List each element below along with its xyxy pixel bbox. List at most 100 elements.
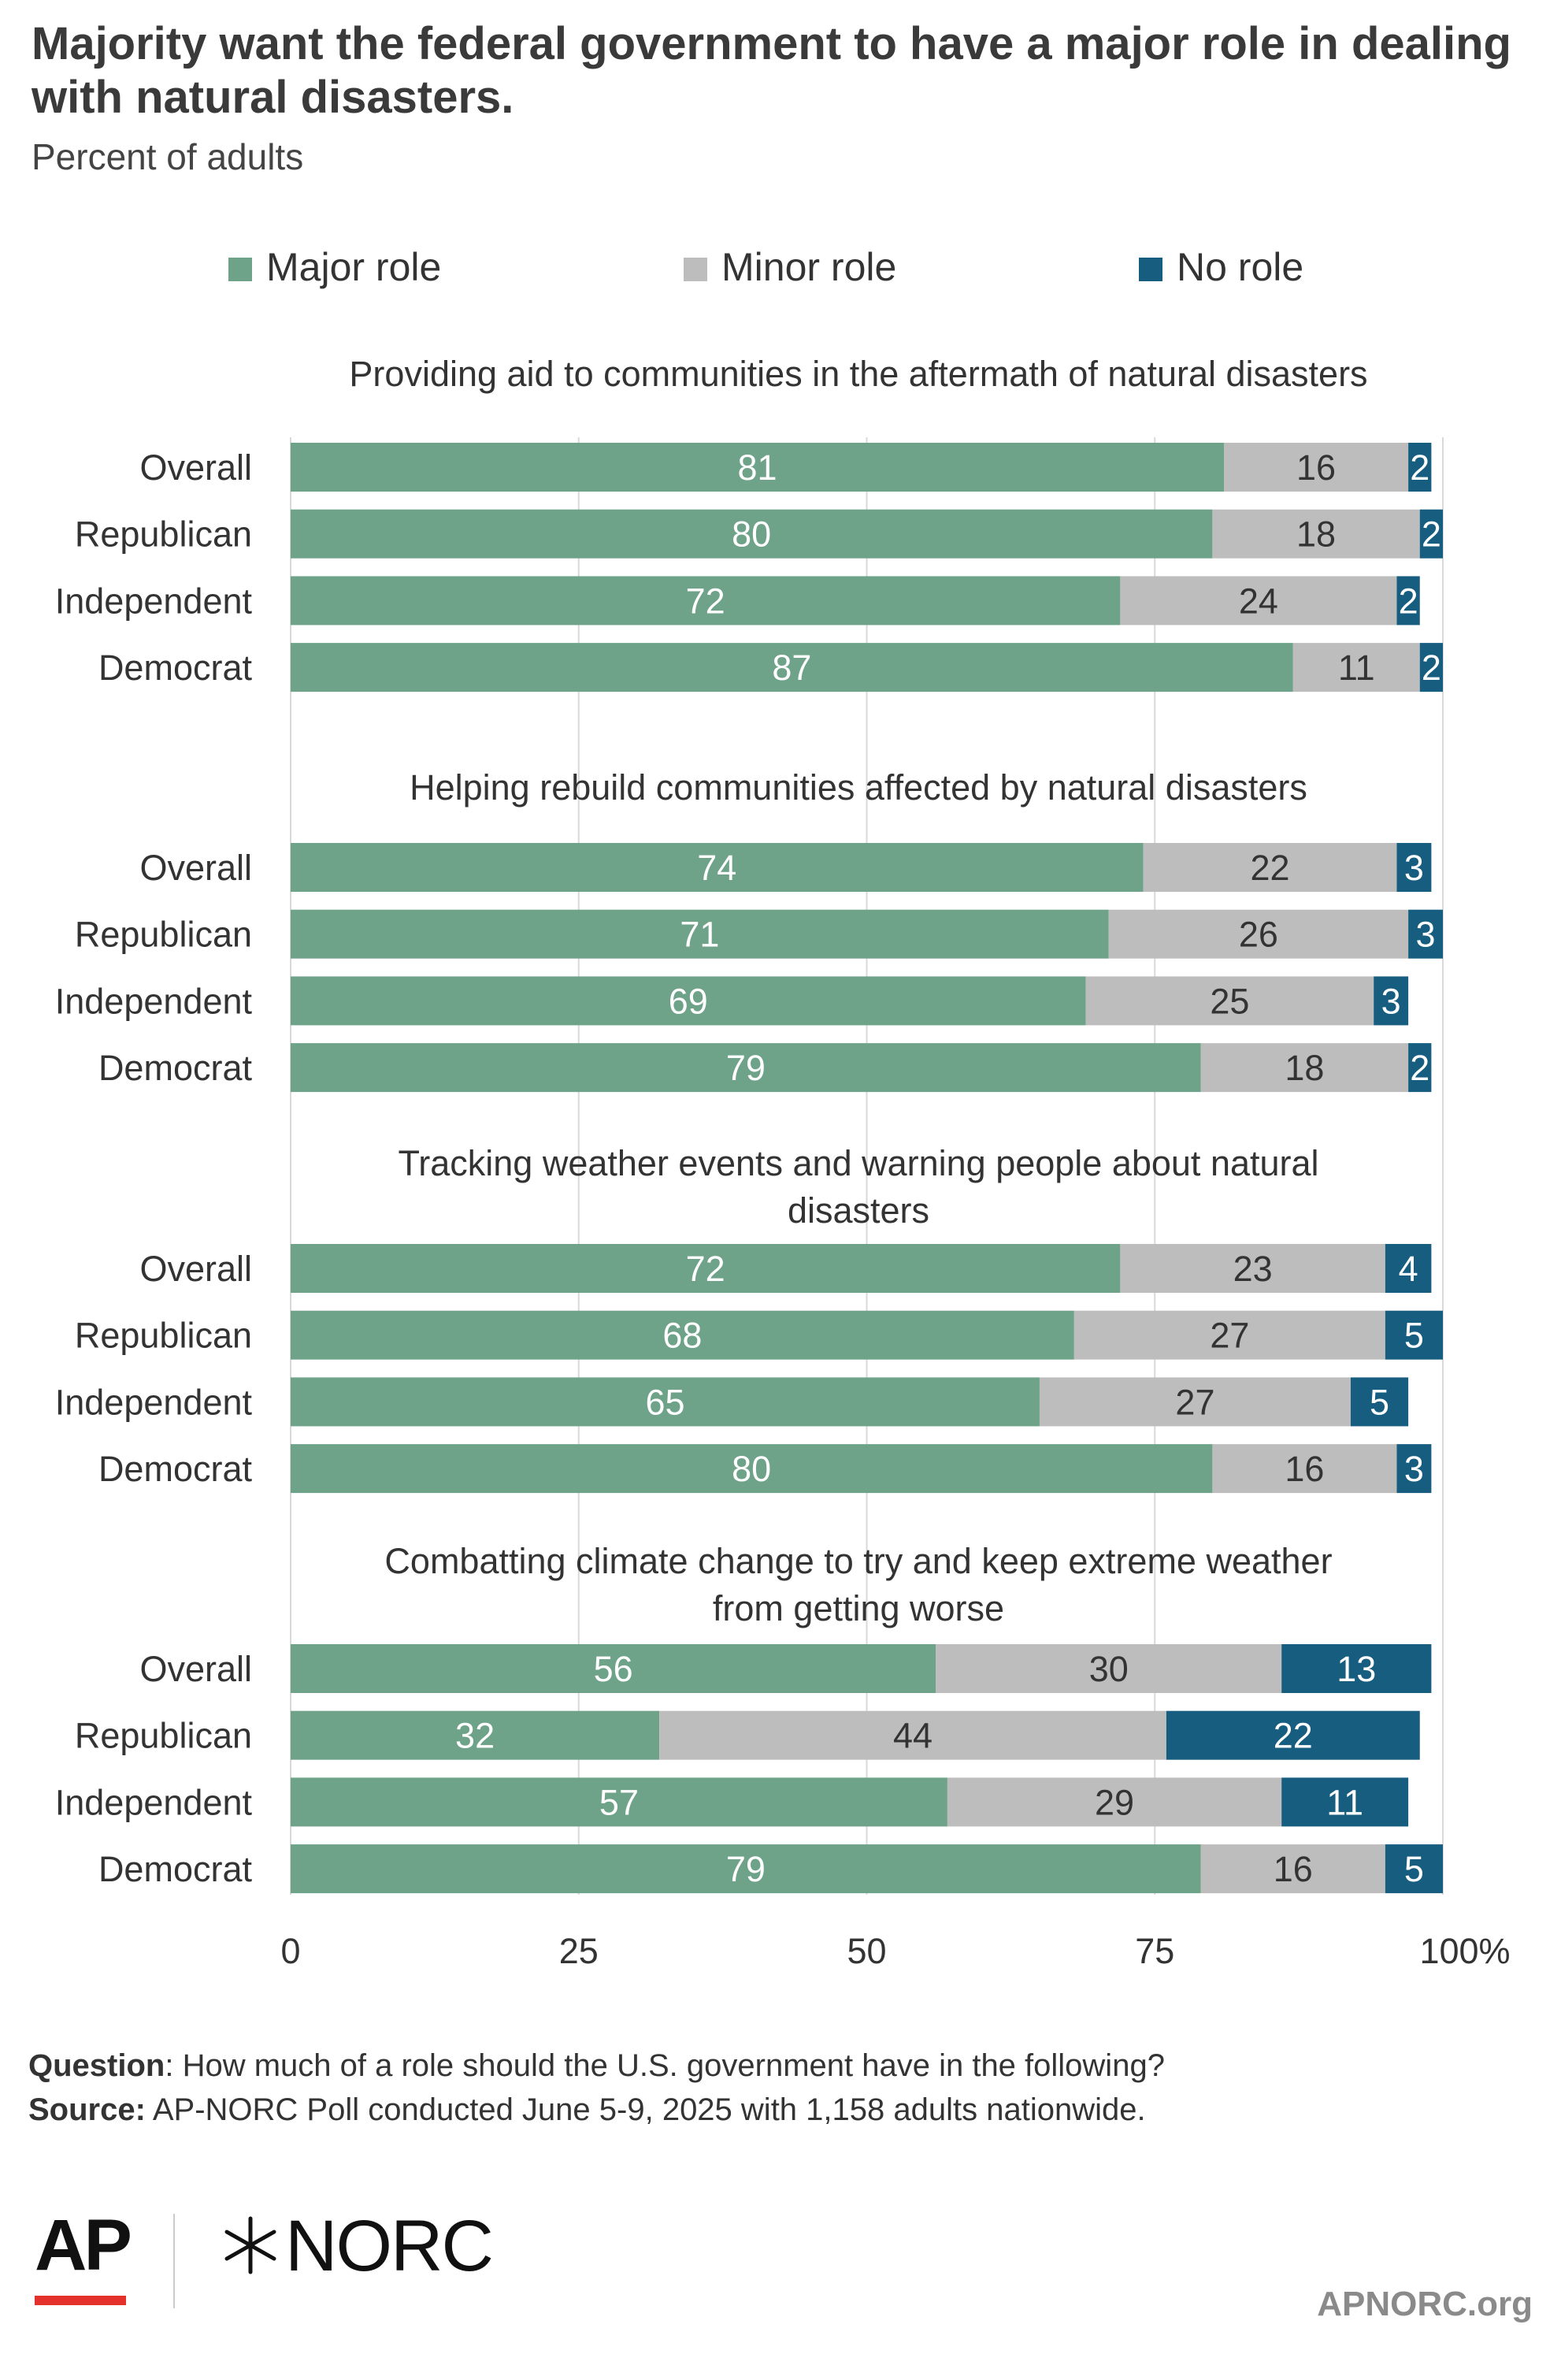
bar-segment-minor (1212, 1444, 1397, 1494)
data-label-major: 72 (686, 581, 725, 621)
bar-segment-major (291, 1444, 1213, 1494)
bar-segment-minor (1120, 1244, 1385, 1293)
data-label-major: 80 (732, 1449, 771, 1489)
bar-segment-none (1396, 576, 1420, 626)
row-label: Republican (75, 915, 252, 955)
bar-segment-none (1408, 1043, 1432, 1093)
legend-label-none: No role (1177, 245, 1303, 289)
x-tick-label: 100% (1419, 1931, 1510, 1971)
bar-segment-none (1408, 909, 1443, 959)
row-label: Overall (139, 1649, 252, 1689)
data-label-major: 81 (737, 447, 777, 488)
bar-segment-major (291, 843, 1144, 892)
bar-segment-none (1385, 1844, 1443, 1894)
ap-logo-text: AP (35, 2205, 132, 2285)
bar-segment-minor (1073, 1310, 1385, 1360)
data-label-minor: 23 (1233, 1249, 1273, 1289)
data-label-minor: 16 (1274, 1849, 1313, 1889)
bar-group: Combatting climate change to try and kee… (55, 1541, 1443, 1894)
norc-star-icon (224, 2216, 276, 2274)
row-label: Independent (55, 981, 253, 1021)
data-label-major: 87 (772, 648, 811, 688)
legend-label-major: Major role (266, 245, 441, 289)
bar-segment-major (291, 509, 1213, 559)
bar-segment-none (1408, 443, 1432, 492)
data-label-minor: 25 (1210, 981, 1249, 1021)
row-label: Democrat (98, 648, 253, 688)
bar-segment-major (291, 1377, 1040, 1427)
data-label-minor: 27 (1175, 1382, 1214, 1422)
row-label: Democrat (98, 1449, 253, 1489)
data-label-minor: 26 (1239, 915, 1278, 955)
data-label-major: 56 (594, 1649, 633, 1689)
bar-segment-none (1281, 1644, 1432, 1693)
bar-segment-minor (1212, 509, 1420, 559)
data-label-major: 65 (645, 1382, 684, 1422)
chart-subtitle: Percent of adults (32, 136, 304, 177)
legend-label-minor: Minor role (721, 245, 896, 289)
row-label: Independent (55, 1382, 253, 1422)
data-label-none: 11 (1326, 1782, 1363, 1822)
bar-segment-none (1419, 643, 1443, 692)
data-label-none: 2 (1399, 581, 1418, 621)
bar-segment-major (291, 1844, 1201, 1894)
legend: Major role Minor role No role (228, 245, 1303, 289)
x-tick-label: 50 (847, 1931, 886, 1971)
row-label: Overall (139, 848, 252, 888)
data-label-major: 72 (686, 1249, 725, 1289)
bar-segment-none (1350, 1377, 1409, 1427)
bar-segment-minor (1120, 576, 1397, 626)
bar-segment-minor (1200, 1043, 1409, 1093)
legend-swatch-major (228, 258, 252, 281)
source-label: Source: (28, 2092, 146, 2127)
group-title: Tracking weather events and warning peop… (398, 1143, 1318, 1183)
data-label-minor: 18 (1296, 514, 1336, 555)
data-label-minor: 27 (1210, 1316, 1249, 1356)
bar-segment-minor (1085, 976, 1374, 1026)
row-label: Democrat (98, 1849, 253, 1889)
data-label-minor: 16 (1296, 447, 1336, 488)
data-label-major: 74 (697, 848, 736, 888)
row-label: Overall (139, 1249, 252, 1289)
question-label: Question (28, 2048, 165, 2083)
bar-segment-none (1385, 1244, 1432, 1293)
data-label-minor: 44 (893, 1716, 933, 1756)
group-title: Providing aid to communities in the afte… (349, 354, 1367, 394)
data-label-major: 57 (599, 1782, 639, 1822)
bar-groups: Providing aid to communities in the afte… (55, 354, 1443, 1894)
data-label-none: 3 (1404, 1449, 1424, 1489)
bar-segment-none (1396, 843, 1432, 892)
bar-segment-minor (1224, 443, 1409, 492)
x-axis: 0 25 50 75 100% (280, 1931, 1510, 1971)
row-label: Independent (55, 1782, 253, 1822)
ap-logo: AP (35, 2205, 132, 2308)
bar-segment-major (291, 576, 1121, 626)
site-url: APNORC.org (1317, 2285, 1533, 2323)
bar-segment-major (291, 443, 1225, 492)
data-label-major: 32 (455, 1716, 495, 1756)
data-label-none: 22 (1274, 1716, 1313, 1756)
bar-group: Tracking weather events and warning peop… (55, 1143, 1443, 1494)
data-label-none: 3 (1416, 915, 1436, 955)
bar-segment-minor (1292, 643, 1420, 692)
bar-segment-none (1374, 976, 1409, 1026)
bar-segment-major (291, 1710, 660, 1760)
x-tick-label: 75 (1135, 1931, 1174, 1971)
bar-segment-none (1281, 1777, 1409, 1827)
bar-segment-minor (936, 1644, 1282, 1693)
bar-segment-minor (1108, 909, 1409, 959)
row-label: Independent (55, 581, 253, 621)
group-title: disasters (788, 1190, 929, 1231)
data-label-minor: 16 (1285, 1449, 1324, 1489)
bar-segment-major (291, 1310, 1074, 1360)
data-label-major: 71 (680, 915, 719, 955)
ap-logo-underline (35, 2296, 126, 2305)
bar-group: Helping rebuild communities affected by … (55, 767, 1443, 1093)
row-label: Republican (75, 1716, 252, 1756)
group-title: Combatting climate change to try and kee… (384, 1541, 1332, 1581)
x-tick-label: 25 (559, 1931, 599, 1971)
bar-segment-minor (1200, 1844, 1385, 1894)
x-tick-label: 0 (280, 1931, 300, 1971)
norc-logo-text: NORC (285, 2206, 494, 2286)
bar-segment-none (1396, 1444, 1432, 1494)
